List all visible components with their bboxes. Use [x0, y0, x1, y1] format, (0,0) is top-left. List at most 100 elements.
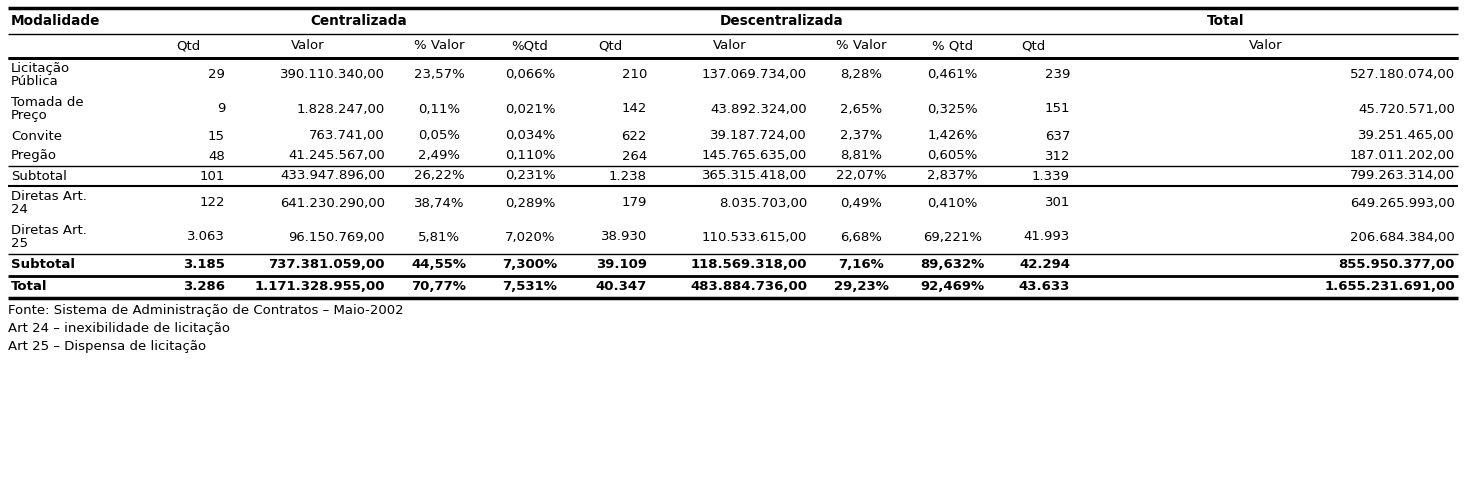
Text: 29,23%: 29,23%	[834, 280, 888, 294]
Text: Tomada de: Tomada de	[12, 96, 84, 109]
Text: 142: 142	[622, 103, 647, 116]
Text: % Valor: % Valor	[836, 39, 887, 52]
Text: 23,57%: 23,57%	[413, 69, 465, 82]
Text: Diretas Art.: Diretas Art.	[12, 190, 86, 203]
Text: 239: 239	[1045, 69, 1070, 82]
Text: 365.315.418,00: 365.315.418,00	[702, 170, 806, 183]
Text: 1.238: 1.238	[608, 170, 647, 183]
Text: 0,021%: 0,021%	[504, 103, 556, 116]
Text: 22,07%: 22,07%	[836, 170, 887, 183]
Text: Descentralizada: Descentralizada	[720, 14, 843, 28]
Text: 44,55%: 44,55%	[412, 259, 466, 272]
Text: 25: 25	[12, 237, 28, 250]
Text: 122: 122	[199, 196, 224, 209]
Text: 0,605%: 0,605%	[928, 150, 978, 162]
Text: 8,28%: 8,28%	[840, 69, 883, 82]
Text: 39.187.724,00: 39.187.724,00	[710, 129, 806, 142]
Text: 92,469%: 92,469%	[921, 280, 985, 294]
Text: %Qtd: %Qtd	[512, 39, 548, 52]
Text: 0,231%: 0,231%	[504, 170, 556, 183]
Text: 3.063: 3.063	[188, 230, 224, 243]
Text: 39.109: 39.109	[597, 259, 647, 272]
Text: 187.011.202,00: 187.011.202,00	[1350, 150, 1454, 162]
Text: Diretas Art.: Diretas Art.	[12, 224, 86, 237]
Text: 264: 264	[622, 150, 647, 162]
Text: 0,325%: 0,325%	[927, 103, 978, 116]
Text: 137.069.734,00: 137.069.734,00	[702, 69, 806, 82]
Text: 483.884.736,00: 483.884.736,00	[690, 280, 806, 294]
Text: 301: 301	[1045, 196, 1070, 209]
Text: Convite: Convite	[12, 129, 62, 142]
Text: 527.180.074,00: 527.180.074,00	[1350, 69, 1454, 82]
Text: 8.035.703,00: 8.035.703,00	[718, 196, 806, 209]
Text: 96.150.769,00: 96.150.769,00	[289, 230, 386, 243]
Text: 118.569.318,00: 118.569.318,00	[690, 259, 806, 272]
Text: 855.950.377,00: 855.950.377,00	[1338, 259, 1454, 272]
Text: 70,77%: 70,77%	[412, 280, 466, 294]
Text: 43.892.324,00: 43.892.324,00	[711, 103, 806, 116]
Text: 39.251.465,00: 39.251.465,00	[1359, 129, 1454, 142]
Text: 40.347: 40.347	[595, 280, 647, 294]
Text: 26,22%: 26,22%	[413, 170, 465, 183]
Text: 637: 637	[1045, 129, 1070, 142]
Text: Valor: Valor	[712, 39, 746, 52]
Text: 3.286: 3.286	[183, 280, 224, 294]
Text: 101: 101	[199, 170, 224, 183]
Text: Art 24 – inexibilidade de licitação: Art 24 – inexibilidade de licitação	[7, 322, 230, 335]
Text: 1.655.231.691,00: 1.655.231.691,00	[1324, 280, 1454, 294]
Text: 45.720.571,00: 45.720.571,00	[1358, 103, 1454, 116]
Text: 799.263.314,00: 799.263.314,00	[1350, 170, 1454, 183]
Text: 0,110%: 0,110%	[504, 150, 556, 162]
Text: Valor: Valor	[292, 39, 325, 52]
Text: Total: Total	[12, 280, 47, 294]
Text: 206.684.384,00: 206.684.384,00	[1350, 230, 1454, 243]
Text: 69,221%: 69,221%	[924, 230, 982, 243]
Text: 2,49%: 2,49%	[418, 150, 460, 162]
Text: 7,16%: 7,16%	[839, 259, 884, 272]
Text: 2,65%: 2,65%	[840, 103, 883, 116]
Text: Subtotal: Subtotal	[12, 259, 75, 272]
Text: 151: 151	[1044, 103, 1070, 116]
Text: % Qtd: % Qtd	[932, 39, 973, 52]
Text: 6,68%: 6,68%	[840, 230, 883, 243]
Text: 649.265.993,00: 649.265.993,00	[1350, 196, 1454, 209]
Text: Total: Total	[1207, 14, 1245, 28]
Text: Pública: Pública	[12, 75, 59, 88]
Text: 145.765.635,00: 145.765.635,00	[702, 150, 806, 162]
Text: Qtd: Qtd	[176, 39, 201, 52]
Text: 433.947.896,00: 433.947.896,00	[280, 170, 386, 183]
Text: 210: 210	[622, 69, 647, 82]
Text: 24: 24	[12, 203, 28, 216]
Text: 48: 48	[208, 150, 224, 162]
Text: 41.245.567,00: 41.245.567,00	[289, 150, 386, 162]
Text: 179: 179	[622, 196, 647, 209]
Text: 15: 15	[208, 129, 224, 142]
Text: 3.185: 3.185	[183, 259, 224, 272]
Text: 9: 9	[217, 103, 224, 116]
Text: 0,034%: 0,034%	[504, 129, 556, 142]
Text: Modalidade: Modalidade	[12, 14, 100, 28]
Text: Fonte: Sistema de Administração de Contratos – Maio-2002: Fonte: Sistema de Administração de Contr…	[7, 304, 403, 317]
Text: 7,020%: 7,020%	[504, 230, 556, 243]
Text: 42.294: 42.294	[1019, 259, 1070, 272]
Text: 0,289%: 0,289%	[504, 196, 556, 209]
Text: 1.339: 1.339	[1032, 170, 1070, 183]
Text: 41.993: 41.993	[1023, 230, 1070, 243]
Text: 89,632%: 89,632%	[921, 259, 985, 272]
Text: 7,300%: 7,300%	[503, 259, 557, 272]
Text: Valor: Valor	[1249, 39, 1283, 52]
Text: Art 25 – Dispensa de licitação: Art 25 – Dispensa de licitação	[7, 340, 207, 353]
Text: 390.110.340,00: 390.110.340,00	[280, 69, 386, 82]
Text: 641.230.290,00: 641.230.290,00	[280, 196, 386, 209]
Text: 0,461%: 0,461%	[928, 69, 978, 82]
Text: 7,531%: 7,531%	[503, 280, 557, 294]
Text: 737.381.059,00: 737.381.059,00	[268, 259, 386, 272]
Text: Centralizada: Centralizada	[311, 14, 408, 28]
Text: 38,74%: 38,74%	[413, 196, 465, 209]
Text: 110.533.615,00: 110.533.615,00	[702, 230, 806, 243]
Text: 5,81%: 5,81%	[418, 230, 460, 243]
Text: 1.171.328.955,00: 1.171.328.955,00	[255, 280, 386, 294]
Text: 0,11%: 0,11%	[418, 103, 460, 116]
Text: 2,37%: 2,37%	[840, 129, 883, 142]
Text: % Valor: % Valor	[413, 39, 465, 52]
